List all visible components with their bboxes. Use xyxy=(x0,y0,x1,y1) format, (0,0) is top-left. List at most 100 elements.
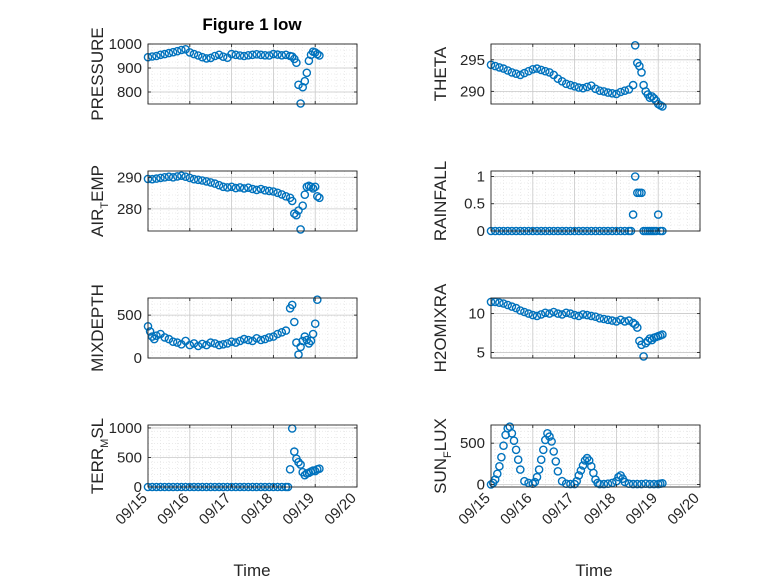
data-point xyxy=(294,80,303,90)
data-point xyxy=(541,66,550,76)
series-markers xyxy=(143,45,324,108)
data-point xyxy=(287,52,297,61)
x-tick-label: 09/17 xyxy=(539,490,578,529)
x-tick-label: 09/18 xyxy=(238,490,277,529)
data-point xyxy=(310,319,320,329)
data-point xyxy=(248,50,257,60)
data-point xyxy=(252,333,262,343)
data-point xyxy=(210,51,220,61)
data-point xyxy=(202,340,211,350)
data-point xyxy=(624,316,634,325)
data-point xyxy=(168,172,178,182)
data-point xyxy=(511,445,521,455)
data-point xyxy=(551,457,561,466)
data-point xyxy=(306,182,316,192)
data-point xyxy=(269,49,278,59)
data-point xyxy=(304,339,314,348)
subplot-3: 280 290 AIRTEMP xyxy=(88,165,358,237)
data-point xyxy=(607,478,617,488)
y-tick-label: 0 xyxy=(477,477,485,494)
axes-frame xyxy=(490,424,701,488)
data-point xyxy=(218,52,228,62)
figure-title: Figure 1 low xyxy=(202,15,302,34)
data-point xyxy=(516,465,525,474)
data-point xyxy=(545,309,554,318)
data-point xyxy=(532,311,542,321)
data-point xyxy=(539,445,548,455)
data-point xyxy=(310,182,320,192)
data-point xyxy=(524,66,533,76)
data-point xyxy=(206,338,215,347)
data-point xyxy=(243,51,253,60)
y-tick-label: 1 xyxy=(477,168,485,185)
data-point xyxy=(289,317,299,327)
data-point xyxy=(495,298,504,308)
data-point xyxy=(630,41,640,50)
y-tick-label: 280 xyxy=(117,201,142,218)
data-point xyxy=(639,352,648,361)
data-point xyxy=(243,335,253,345)
data-point xyxy=(164,334,174,344)
y-tick-label: 500 xyxy=(117,307,142,324)
data-point xyxy=(197,339,207,349)
data-point xyxy=(607,89,617,98)
data-point xyxy=(532,64,542,73)
data-point xyxy=(160,172,169,182)
data-point xyxy=(300,190,310,199)
data-point xyxy=(292,58,301,68)
data-point xyxy=(214,180,224,190)
data-point xyxy=(524,309,533,318)
data-point xyxy=(269,187,278,196)
data-point xyxy=(574,471,584,480)
data-point xyxy=(294,206,303,215)
data-point xyxy=(582,310,592,320)
data-point xyxy=(534,465,544,474)
y-tick-label: 0 xyxy=(134,479,142,496)
data-point xyxy=(294,457,303,467)
data-point xyxy=(239,184,249,193)
data-point xyxy=(497,452,506,462)
x-axis-label-right: Time xyxy=(575,561,612,580)
data-point xyxy=(503,300,513,310)
data-point xyxy=(591,312,600,322)
data-point xyxy=(287,196,297,206)
data-point xyxy=(147,332,157,341)
data-point xyxy=(490,475,500,484)
data-point xyxy=(185,173,195,183)
data-point xyxy=(492,469,502,479)
data-point xyxy=(256,184,266,194)
data-point xyxy=(312,191,322,201)
y-axis-label: TERRMSL xyxy=(88,418,111,494)
data-point xyxy=(197,52,207,62)
data-point xyxy=(520,307,529,317)
data-point xyxy=(292,210,301,220)
data-point xyxy=(599,314,609,324)
data-point xyxy=(300,76,310,86)
data-point xyxy=(145,327,155,336)
data-point xyxy=(172,46,182,56)
axes-frame xyxy=(147,424,358,488)
data-point xyxy=(507,428,517,438)
data-point xyxy=(595,86,605,95)
data-point xyxy=(273,329,282,339)
x-tick-label: 09/19 xyxy=(279,490,318,529)
data-point xyxy=(315,464,324,474)
data-point xyxy=(637,68,646,77)
data-point xyxy=(628,318,638,328)
data-point xyxy=(524,478,533,488)
data-point xyxy=(206,178,215,187)
y-tick-label: 1000 xyxy=(109,36,142,53)
y-tick-label: 500 xyxy=(460,435,485,452)
data-point xyxy=(566,80,575,90)
x-tick-label: 09/18 xyxy=(581,490,620,529)
data-point xyxy=(277,190,287,199)
y-tick-label: 290 xyxy=(460,83,485,100)
data-point xyxy=(628,210,638,219)
data-point xyxy=(227,337,236,347)
data-point xyxy=(160,333,169,342)
data-point xyxy=(172,172,182,181)
data-point xyxy=(530,477,540,487)
data-point xyxy=(545,68,554,77)
data-point xyxy=(160,49,169,59)
data-point xyxy=(202,54,211,63)
